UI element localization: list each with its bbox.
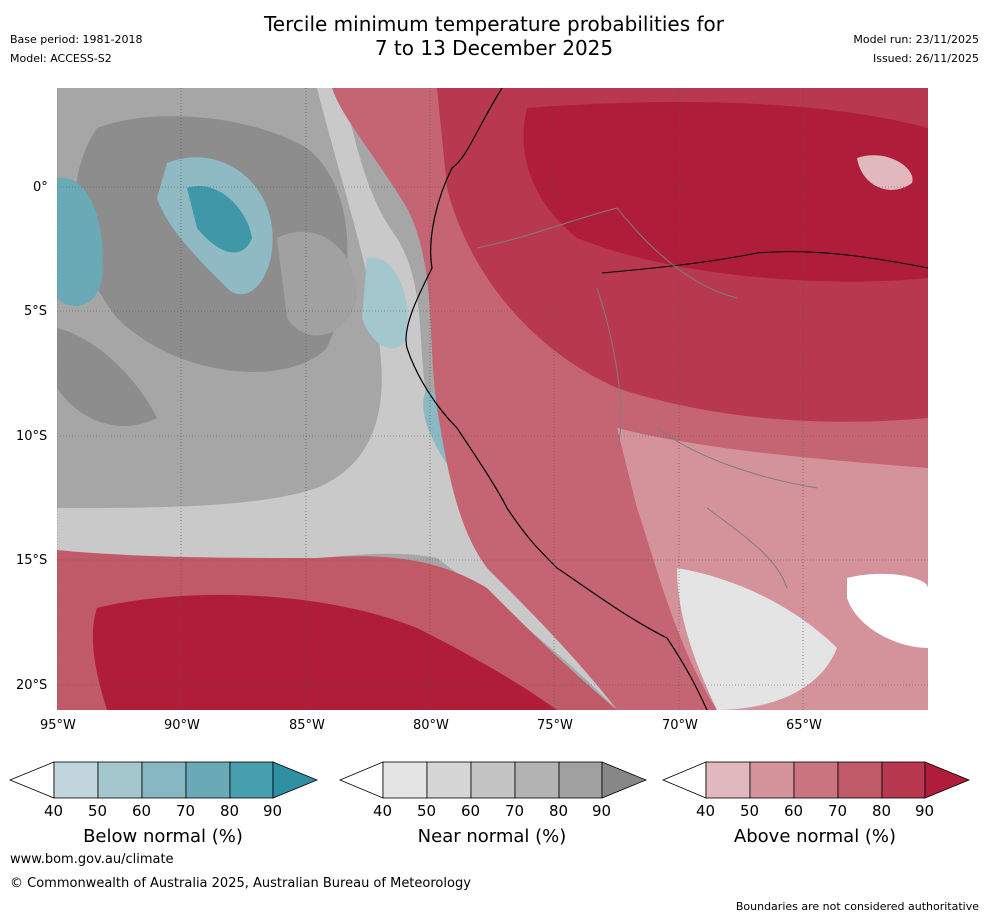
below-normal-patch-edge <box>57 177 103 307</box>
lon-label-85w: 85°W <box>289 718 325 733</box>
colorbar-below-bin-40 <box>53 761 99 799</box>
probability-map <box>57 88 928 710</box>
colorbar-near-min-arrow <box>338 761 384 799</box>
lat-label-20s: 20°S <box>16 678 48 693</box>
lon-label-70w: 70°W <box>662 718 698 733</box>
near-tick-40: 40 <box>373 802 393 820</box>
model-run-text: Model run: 23/11/2025 <box>853 33 979 46</box>
near-normal-70-patch <box>277 231 357 336</box>
above-normal-label: Above normal (%) <box>733 826 897 847</box>
lon-label-90w: 90°W <box>164 718 200 733</box>
below-tick-50: 50 <box>88 802 108 820</box>
above-normal-90-north <box>523 102 928 282</box>
lon-label-65w: 65°W <box>786 718 822 733</box>
below-tick-80: 80 <box>220 802 240 820</box>
issued-text: Issued: 26/11/2025 <box>872 52 979 65</box>
near-tick-50: 50 <box>417 802 437 820</box>
amazon-river <box>601 251 928 274</box>
colorbar-below <box>8 761 319 799</box>
near-tick-60: 60 <box>461 802 481 820</box>
colorbar-above-min-arrow <box>661 761 707 799</box>
map-title: Tercile minimum temperature probabilitie… <box>0 12 988 60</box>
lat-label-15s: 15°S <box>16 553 48 568</box>
above-normal-40-north-east <box>857 155 913 190</box>
below-tick-40: 40 <box>44 802 64 820</box>
colorbar-near-bin-80 <box>558 761 603 799</box>
below-normal-90-patch <box>187 186 252 253</box>
colorbar-near-bin-50 <box>426 761 472 799</box>
colorbar-above-bin-60 <box>793 761 839 799</box>
colorbar-below-bin-70 <box>185 761 231 799</box>
base-period-text: Base period: 1981-2018 <box>10 33 143 46</box>
footer-disclaimer: Boundaries are not considered authoritat… <box>735 900 979 913</box>
colorbar-near <box>338 761 648 799</box>
graticule <box>57 88 928 710</box>
colorbar-above-bin-80 <box>881 761 926 799</box>
colorbar-below-max-arrow <box>272 761 319 799</box>
near-tick-70: 70 <box>505 802 525 820</box>
colorbar-below-bin-50 <box>97 761 143 799</box>
lon-label-80w: 80°W <box>413 718 449 733</box>
colorbar-below-min-arrow <box>8 761 55 799</box>
above-tick-80: 80 <box>872 802 892 820</box>
above-tick-90: 90 <box>915 802 935 820</box>
colorbar-above <box>661 761 971 799</box>
model-text: Model: ACCESS-S2 <box>10 52 112 65</box>
colorbar-near-max-arrow <box>601 761 648 799</box>
coastline <box>405 88 708 710</box>
near-tick-90: 90 <box>592 802 612 820</box>
lat-label-5s: 5°S <box>24 304 48 319</box>
footer-url: www.bom.gov.au/climate <box>10 852 174 867</box>
colorbar-below-bin-60 <box>141 761 187 799</box>
above-normal-90-south <box>92 594 558 710</box>
colorbar-above-bin-70 <box>837 761 883 799</box>
lat-label-10s: 10°S <box>16 429 48 444</box>
colorbar-near-bin-60 <box>470 761 516 799</box>
below-tick-70: 70 <box>176 802 196 820</box>
near-normal-altiplano <box>677 568 837 710</box>
colorbar-group <box>8 761 971 799</box>
above-tick-40: 40 <box>696 802 716 820</box>
colorbar-near-bin-40 <box>382 761 428 799</box>
above-tick-50: 50 <box>740 802 760 820</box>
below-normal-label: Below normal (%) <box>83 826 243 847</box>
near-normal-label: Near normal (%) <box>417 826 567 847</box>
footer-copyright: © Commonwealth of Australia 2025, Austra… <box>10 876 471 891</box>
lon-label-75w: 75°W <box>537 718 573 733</box>
title-line-1: Tercile minimum temperature probabilitie… <box>263 12 725 36</box>
above-tick-60: 60 <box>784 802 804 820</box>
colorbar-above-bin-40 <box>705 761 751 799</box>
above-tick-70: 70 <box>828 802 848 820</box>
white-area-east <box>847 573 928 648</box>
lon-label-95w: 95°W <box>40 718 76 733</box>
title-line-2: 7 to 13 December 2025 <box>374 36 614 60</box>
colorbar-above-bin-50 <box>749 761 795 799</box>
lat-label-0: 0° <box>33 180 48 195</box>
near-tick-80: 80 <box>549 802 569 820</box>
below-normal-patch-coast-north <box>362 257 408 349</box>
near-normal-80-patch-south <box>57 328 157 427</box>
colorbar-below-bin-80 <box>229 761 274 799</box>
below-tick-60: 60 <box>132 802 152 820</box>
colorbar-near-bin-70 <box>514 761 560 799</box>
country-borders <box>476 207 818 589</box>
colorbar-above-max-arrow <box>924 761 971 799</box>
below-tick-90: 90 <box>263 802 283 820</box>
